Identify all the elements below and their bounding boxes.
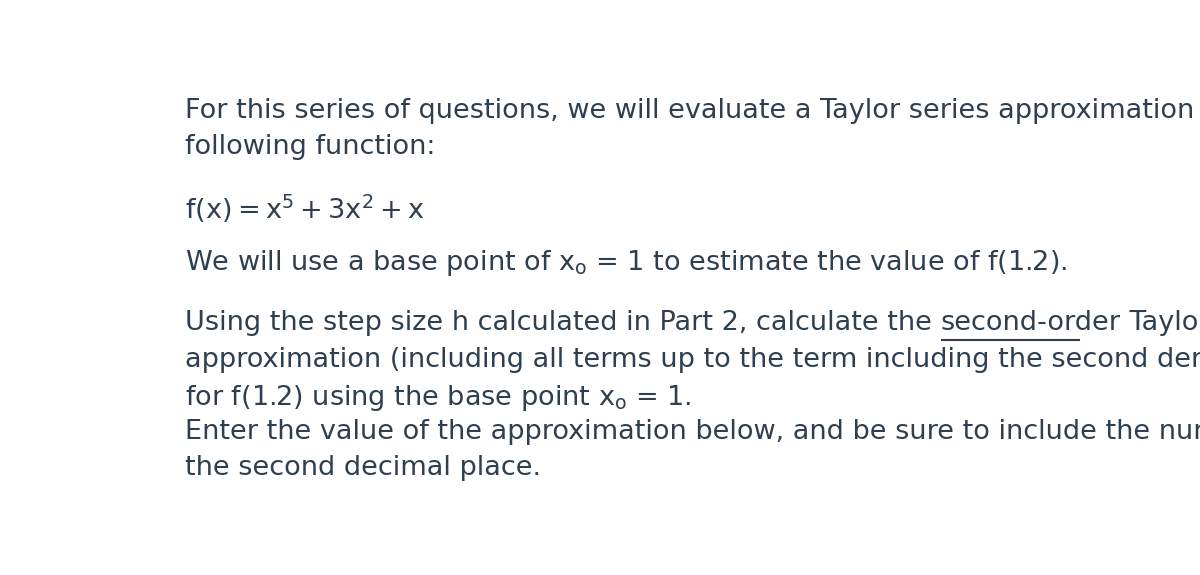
Text: for f(1.2) using the base point $\mathsf{x_o}$ = 1.: for f(1.2) using the base point $\mathsf… bbox=[185, 383, 692, 413]
Text: We will use a base point of $\mathsf{x_o}$ = 1 to estimate the value of f(1.2).: We will use a base point of $\mathsf{x_o… bbox=[185, 248, 1068, 278]
Text: second-order: second-order bbox=[941, 310, 1121, 336]
Text: the second decimal place.: the second decimal place. bbox=[185, 455, 541, 481]
Text: $\mathsf{f(x) = x^5 + 3x^2 + x}$: $\mathsf{f(x) = x^5 + 3x^2 + x}$ bbox=[185, 193, 425, 225]
Text: Using the step size h calculated in Part 2, calculate the: Using the step size h calculated in Part… bbox=[185, 310, 941, 336]
Text: following function:: following function: bbox=[185, 134, 436, 160]
Text: Enter the value of the approximation below, and be sure to include the number to: Enter the value of the approximation bel… bbox=[185, 419, 1200, 445]
Text: approximation (including all terms up to the term including the second derivativ: approximation (including all terms up to… bbox=[185, 347, 1200, 373]
Text: Taylor series: Taylor series bbox=[1121, 310, 1200, 336]
Text: For this series of questions, we will evaluate a Taylor series approximation of : For this series of questions, we will ev… bbox=[185, 98, 1200, 124]
